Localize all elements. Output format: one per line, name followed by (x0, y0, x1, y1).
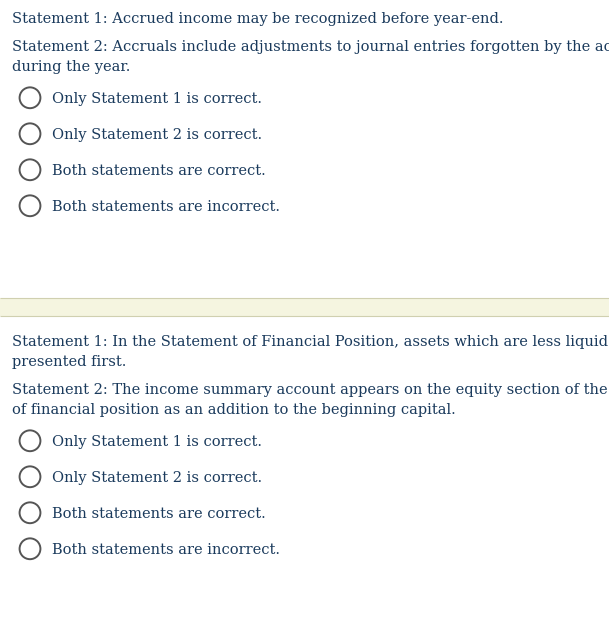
Text: Only Statement 2 is correct.: Only Statement 2 is correct. (52, 128, 262, 142)
Text: Statement 2: The income summary account appears on the equity section of the sta: Statement 2: The income summary account … (12, 383, 609, 397)
Text: Both statements are incorrect.: Both statements are incorrect. (52, 543, 280, 557)
Text: Both statements are correct.: Both statements are correct. (52, 507, 266, 521)
Text: Only Statement 2 is correct.: Only Statement 2 is correct. (52, 471, 262, 485)
Text: Both statements are incorrect.: Both statements are incorrect. (52, 200, 280, 214)
Text: Statement 1: In the Statement of Financial Position, assets which are less liqui: Statement 1: In the Statement of Financi… (12, 335, 609, 349)
Text: during the year.: during the year. (12, 60, 130, 74)
Text: Statement 2: Accruals include adjustments to journal entries forgotten by the ac: Statement 2: Accruals include adjustment… (12, 40, 609, 54)
Text: Statement 1: Accrued income may be recognized before year-end.: Statement 1: Accrued income may be recog… (12, 12, 504, 26)
Text: Only Statement 1 is correct.: Only Statement 1 is correct. (52, 435, 262, 449)
Text: of financial position as an addition to the beginning capital.: of financial position as an addition to … (12, 403, 456, 417)
Text: Only Statement 1 is correct.: Only Statement 1 is correct. (52, 92, 262, 106)
Bar (0, 298, 609, 316)
Text: presented first.: presented first. (12, 355, 127, 369)
Text: Both statements are correct.: Both statements are correct. (52, 164, 266, 178)
